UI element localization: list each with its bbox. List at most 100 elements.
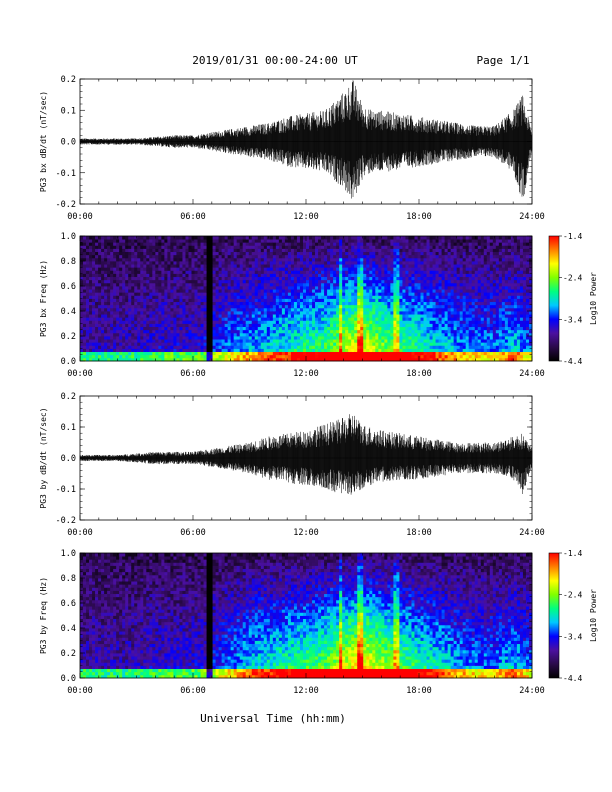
heatmap-cell: [363, 245, 367, 249]
heatmap-cell: [185, 339, 189, 343]
heatmap-cell: [173, 348, 177, 353]
heatmap-cell: [369, 239, 373, 243]
heatmap-cell: [260, 245, 265, 249]
heatmap-cell: [170, 314, 174, 318]
heatmap-cell: [95, 345, 99, 349]
heatmap-cell: [248, 304, 253, 309]
heatmap-cell: [224, 248, 229, 253]
heatmap-cell: [378, 307, 382, 312]
heatmap-cell: [242, 307, 247, 312]
heatmap-cell: [287, 286, 292, 290]
heatmap-cell: [176, 320, 180, 324]
heatmap-cell: [257, 357, 262, 362]
heatmap-cell: [158, 320, 162, 324]
heatmap-cell: [423, 295, 427, 299]
heatmap-cell: [200, 286, 204, 290]
heatmap-cell: [363, 282, 367, 287]
heatmap-cell: [363, 292, 367, 296]
heatmap-cell: [330, 289, 334, 293]
heatmap-cell: [281, 354, 286, 359]
heatmap-cell: [206, 254, 210, 259]
heatmap-cell: [269, 339, 274, 343]
heatmap-cell: [224, 279, 229, 284]
heatmap-cell: [137, 317, 141, 321]
heatmap-cell: [128, 251, 132, 256]
heatmap-cell: [86, 342, 90, 346]
heatmap-cell: [125, 320, 129, 324]
heatmap-cell: [80, 245, 84, 249]
heatmap-cell: [360, 348, 364, 353]
heatmap-cell: [242, 276, 247, 281]
heatmap-cell: [263, 236, 268, 240]
heatmap-cell: [327, 257, 331, 262]
heatmap-cell: [402, 286, 406, 290]
heatmap-cell: [245, 279, 250, 284]
heatmap-cell: [318, 236, 322, 240]
heatmap-cell: [158, 276, 162, 281]
heatmap-cell: [239, 348, 244, 353]
heatmap-cell: [248, 348, 253, 353]
heatmap-cell: [414, 257, 418, 262]
heatmap-cell: [155, 273, 159, 278]
heatmap-cell: [420, 254, 424, 259]
heatmap-cell: [366, 267, 370, 271]
heatmap-cell: [119, 314, 123, 318]
heatmap-cell: [101, 326, 105, 331]
heatmap-cell: [414, 304, 418, 309]
heatmap-cell: [423, 307, 427, 312]
heatmap-cell: [269, 261, 274, 265]
heatmap-cell: [206, 304, 210, 309]
heatmap-cell: [155, 270, 159, 274]
heatmap-cell: [182, 326, 186, 331]
heatmap-cell: [363, 317, 367, 321]
heatmap-cell: [125, 245, 129, 249]
heatmap-cell: [197, 248, 201, 253]
heatmap-cell: [372, 332, 376, 337]
heatmap-cell: [107, 342, 111, 346]
heatmap-cell: [390, 298, 394, 303]
heatmap-cell: [209, 314, 213, 318]
heatmap-cell: [333, 304, 337, 309]
heatmap-cell: [260, 279, 265, 284]
heatmap-cell: [248, 339, 253, 343]
heatmap-cell: [312, 267, 316, 271]
heatmap-cell: [378, 279, 382, 284]
heatmap-cell: [435, 264, 439, 268]
heatmap-cell: [104, 264, 108, 268]
heatmap-cell: [299, 236, 304, 240]
heatmap-cell: [248, 248, 253, 253]
heatmap-cell: [387, 236, 391, 240]
heatmap-cell: [390, 304, 394, 309]
heatmap-cell: [381, 273, 385, 278]
heatmap-cell: [128, 304, 132, 309]
heatmap-cell: [393, 248, 397, 253]
heatmap-cell: [233, 298, 238, 303]
heatmap-cell: [80, 286, 84, 290]
heatmap-cell: [113, 289, 117, 293]
heatmap-cell: [441, 354, 446, 359]
heatmap-cell: [167, 264, 171, 268]
heatmap-cell: [348, 354, 352, 359]
heatmap-cell: [89, 329, 93, 334]
heatmap-cell: [396, 317, 400, 321]
heatmap-cell: [369, 254, 373, 259]
heatmap-cell: [336, 239, 340, 243]
heatmap-cell: [149, 289, 153, 293]
heatmap-cell: [441, 242, 446, 246]
heatmap-cell: [161, 254, 165, 259]
heatmap-cell: [287, 351, 292, 356]
heatmap-cell: [200, 236, 204, 240]
heatmap-cell: [176, 336, 180, 340]
heatmap-cell: [254, 329, 259, 334]
heatmap-cell: [426, 298, 430, 303]
heatmap-cell: [435, 326, 439, 331]
heatmap-cell: [176, 307, 180, 312]
heatmap-cell: [296, 251, 301, 256]
heatmap-cell: [420, 286, 424, 290]
heatmap-cell: [245, 320, 250, 324]
heatmap-cell: [321, 314, 325, 318]
heatmap-cell: [444, 261, 449, 265]
heatmap-cell: [113, 254, 117, 259]
heatmap-cell: [149, 292, 153, 296]
heatmap-cell: [233, 317, 238, 321]
